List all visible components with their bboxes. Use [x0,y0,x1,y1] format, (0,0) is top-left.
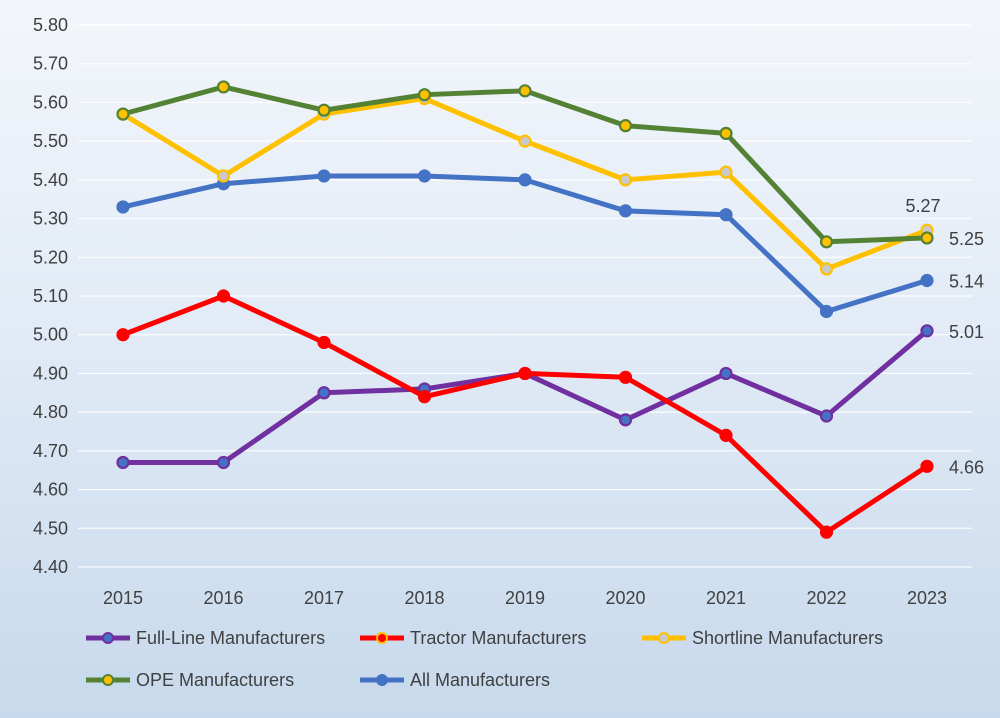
legend-item-shortline: Shortline Manufacturers [640,628,970,648]
y-tick-label: 4.50 [33,518,68,538]
x-tick-label: 2018 [404,588,444,608]
y-tick-label: 5.40 [33,170,68,190]
data-point-all [116,200,130,214]
y-tick-label: 4.90 [33,363,68,383]
data-point-tractor [116,328,130,342]
y-tick-label: 4.40 [33,557,68,577]
legend-item-ope: OPE Manufacturers [84,670,354,690]
y-tick-label: 5.60 [33,92,68,112]
x-tick-label: 2023 [907,588,947,608]
x-tick-label: 2016 [203,588,243,608]
data-point-all [920,273,934,288]
data-point-shortline [518,134,532,148]
y-tick-label: 5.30 [33,209,68,229]
legend-label-full-line: Full-Line Manufacturers [136,627,326,648]
x-tick-label: 2015 [103,588,143,608]
y-tick-label: 4.80 [33,402,68,422]
y-tick-label: 5.20 [33,247,68,267]
data-point-ope [518,84,532,98]
data-point-ope [216,80,231,94]
data-label-tractor: 4.66 [949,457,984,477]
data-point-shortline [216,169,231,183]
x-tick-label: 2021 [706,588,746,608]
series-all [116,169,934,319]
data-label-all: 5.14 [949,272,984,292]
legend-label-shortline: Shortline Manufacturers [692,627,884,648]
y-tick-label: 4.70 [33,441,68,461]
x-tick-label: 2017 [304,588,344,608]
data-point-tractor [317,335,331,350]
legend-item-tractor: Tractor Manufacturers [358,628,636,648]
series-full-line [116,324,934,470]
series-line-tractor [120,293,930,535]
x-tick-label: 2019 [505,588,545,608]
y-tick-label: 4.60 [33,480,68,500]
data-point-tractor [719,428,733,442]
data-point-full-line [819,409,834,423]
data-point-ope [317,103,331,117]
data-point-shortline [618,173,633,187]
data-point-tractor [417,390,432,404]
data-point-full-line [116,455,130,470]
x-tick-label: 2020 [605,588,645,608]
data-point-tractor [819,525,834,539]
y-tick-label: 5.70 [33,54,68,74]
series-tractor [116,289,934,539]
legend-item-all: All Manufacturers [358,670,636,690]
legend-swatch-full-line [86,632,130,644]
data-point-shortline [819,262,834,276]
data-point-tractor [618,370,633,384]
legend-swatch-ope [86,674,130,686]
series-ope [116,80,934,249]
data-point-ope [719,126,733,140]
data-point-ope [618,119,633,133]
y-axis: 4.40 4.50 4.60 4.70 4.80 4.90 5.00 5.10 5.20 5.30… [33,15,68,577]
data-point-shortline [719,165,733,179]
y-tick-label: 5.10 [33,286,68,306]
data-point-full-line [317,386,331,400]
data-point-all [719,208,733,222]
data-point-tractor [216,289,231,303]
legend-item-full-line: Full-Line Manufacturers [84,628,354,648]
data-label-full-line: 5.01 [949,322,984,342]
data-point-all [317,169,331,183]
legend-label-tractor: Tractor Manufacturers [410,627,587,648]
data-label-shortline: 5.27 [905,196,940,216]
x-tick-label: 2022 [806,588,846,608]
data-point-all [819,304,834,319]
legend-label-ope: OPE Manufacturers [136,669,295,690]
y-tick-label: 5.50 [33,131,68,151]
data-point-full-line [216,455,231,470]
data-point-ope [417,88,432,102]
end-labels: 5.01 4.66 5.27 5.25 5.14 [905,196,984,477]
y-tick-label: 5.80 [33,15,68,35]
data-point-full-line [618,413,633,427]
gridlines [78,24,972,568]
legend-label-all: All Manufacturers [410,669,551,690]
data-point-ope [116,107,130,121]
legend-swatch-tractor [360,632,404,644]
data-point-all [518,173,532,187]
x-axis: 2015 2016 2017 2018 2019 2020 2021 2022 2023 [103,588,947,608]
data-label-ope: 5.25 [949,229,984,249]
data-point-ope [920,231,934,245]
data-point-ope [819,235,834,249]
data-point-tractor [518,366,532,381]
legend-swatch-all [360,674,404,686]
legend-swatch-shortline [642,632,686,644]
legend: Full-Line Manufacturers Tractor Manufact… [84,628,984,690]
y-tick-label: 5.00 [33,325,68,345]
data-point-all [618,204,633,218]
data-point-full-line [719,366,733,381]
series-line-full-line [120,328,930,465]
data-point-full-line [920,324,934,338]
data-point-all [417,169,432,183]
data-point-tractor [920,459,934,473]
series-line-all [120,173,930,314]
